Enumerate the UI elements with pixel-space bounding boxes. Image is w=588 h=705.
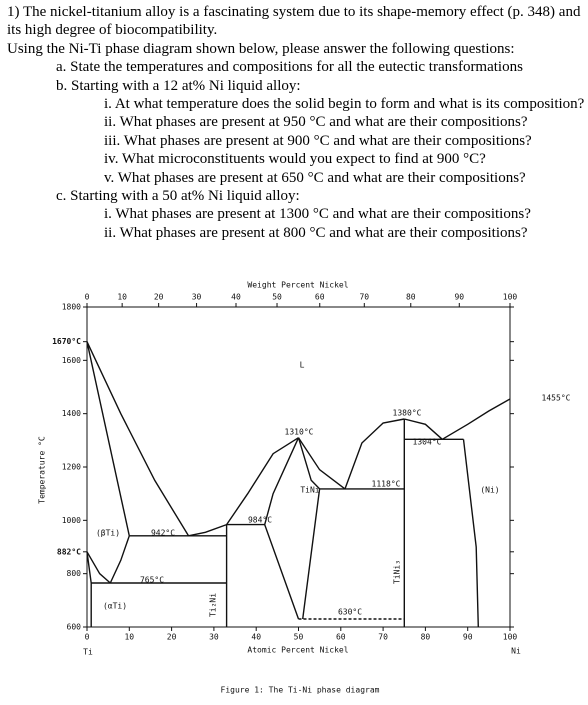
y-tick-label: 882°C [57, 547, 81, 556]
sub-question: ii. What phases are present at 800 °C an… [104, 224, 528, 241]
phase-boundary [86, 341, 130, 536]
sub-question: iv. What microconstituents would you exp… [104, 151, 486, 168]
phase-boundary [441, 398, 511, 440]
region-label: 984°C [248, 516, 272, 525]
phase-boundary [86, 551, 92, 627]
sub-question: iii. What phases are present at 900 °C a… [104, 132, 532, 149]
phase-boundary [109, 535, 130, 584]
x-tick-label: 20 [167, 633, 177, 642]
phase-boundary [263, 437, 300, 620]
region-label: 1304°C [413, 438, 442, 447]
axis-end-label: Ti [83, 648, 93, 657]
sub-question: ii. What phases are present at 950 °C an… [104, 114, 528, 131]
top-tick-label: 50 [272, 293, 282, 302]
top-tick-label: 60 [315, 293, 325, 302]
region-label: 1310°C [285, 428, 314, 437]
sub-question: i. At what temperature does the solid be… [104, 96, 585, 113]
x-tick-label: 50 [294, 633, 304, 642]
x-tick-label: 60 [336, 633, 346, 642]
x-tick-label: 70 [378, 633, 388, 642]
region-label: TiNi₃ [393, 560, 402, 584]
y-tick-label: 1670°C [52, 337, 81, 346]
phase-boundary [86, 551, 111, 584]
question-part: a. State the temperatures and compositio… [56, 59, 523, 76]
x-tick-label: 80 [421, 633, 431, 642]
y-tick-label: 1600 [62, 356, 81, 365]
region-label: Ti₂Ni [209, 593, 218, 617]
top-tick-label: 70 [359, 293, 369, 302]
region-label: TiNi [300, 486, 319, 495]
question-part: b. Starting with a 12 at% Ni liquid allo… [56, 77, 301, 94]
question-part: c. Starting with a 50 at% Ni liquid allo… [56, 188, 300, 205]
y-tick-label: 800 [67, 569, 82, 578]
region-label: L [300, 361, 305, 370]
top-axis-title: Weight Percent Nickel [247, 281, 348, 290]
phase-boundary [86, 341, 190, 537]
region-label: 942°C [151, 529, 175, 538]
region-label: 1118°C [372, 480, 401, 489]
phase-boundary [226, 437, 299, 525]
sub-question: v. What phases are present at 650 °C and… [104, 169, 526, 186]
region-label: 630°C [338, 608, 362, 617]
region-label: 1455°C [542, 394, 571, 403]
x-tick-label: 30 [209, 633, 219, 642]
region-label: 1380°C [393, 409, 422, 418]
top-tick-label: 80 [406, 293, 416, 302]
intro: 1) The nickel-titanium alloy is a fascin… [7, 4, 581, 39]
x-tick-label: 90 [463, 633, 473, 642]
y-tick-label: 1400 [62, 409, 81, 418]
x-tick-label: 10 [124, 633, 134, 642]
top-tick-label: 10 [117, 293, 127, 302]
y-tick-label: 1000 [62, 516, 81, 525]
top-tick-label: 30 [192, 293, 202, 302]
top-tick-label: 0 [85, 293, 90, 302]
x-tick-label: 0 [85, 633, 90, 642]
y-tick-label: 600 [67, 623, 82, 632]
phase-boundary [188, 523, 227, 537]
region-label: (Ni) [480, 486, 499, 495]
instruction: Using the Ni-Ti phase diagram shown belo… [7, 40, 515, 57]
phase-boundary [297, 437, 346, 490]
y-tick-label: 1800 [62, 303, 81, 312]
top-tick-label: 100 [503, 293, 518, 302]
x-tick-label: 40 [251, 633, 261, 642]
phase-boundary [404, 418, 443, 440]
y-axis-title: Temperature °C [38, 436, 47, 504]
region-label: (βTi) [96, 529, 120, 538]
top-tick-label: 40 [231, 293, 241, 302]
x-tick-label: 100 [503, 633, 518, 642]
phase-boundary [344, 418, 405, 490]
y-tick-label: 1200 [62, 463, 81, 472]
sub-question: i. What phases are present at 1300 °C an… [104, 206, 531, 223]
top-tick-label: 90 [454, 293, 464, 302]
top-tick-label: 20 [154, 293, 164, 302]
region-label: 765°C [140, 576, 164, 585]
region-label: (αTi) [103, 602, 127, 611]
question: 1) The nickel-titanium alloy is a fascin… [7, 3, 585, 242]
axis-end-label: Ni [511, 647, 521, 656]
phase-boundary [297, 437, 321, 620]
figure-caption: Figure 1: The Ti-Ni phase diagram [221, 686, 380, 695]
phase-boundary [462, 439, 479, 628]
x-axis-title: Atomic Percent Nickel [247, 646, 348, 655]
